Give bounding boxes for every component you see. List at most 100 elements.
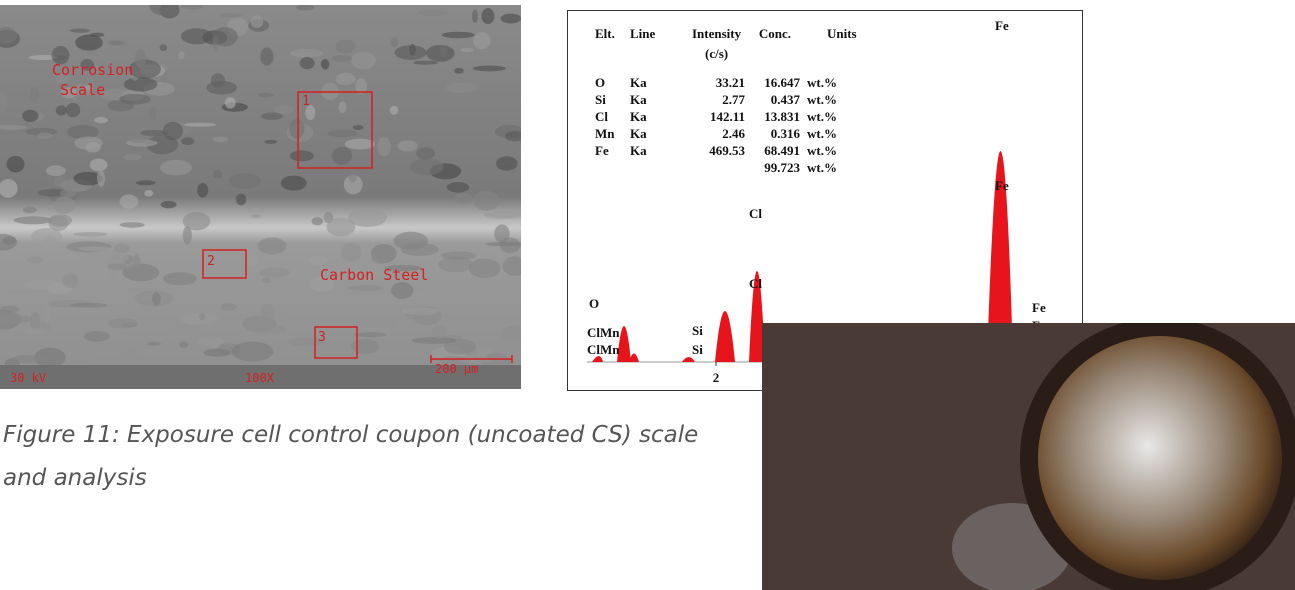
peak-label: Cl xyxy=(749,206,762,221)
region-label: 3 xyxy=(318,330,326,345)
texture-blob xyxy=(97,170,105,186)
peak-label: Si xyxy=(692,342,703,357)
texture-blob xyxy=(413,61,438,65)
texture-blob xyxy=(501,14,521,24)
table-cell: wt.% xyxy=(807,143,837,158)
texture-blob xyxy=(400,243,438,256)
table-cell: Fe xyxy=(595,143,609,158)
texture-blob xyxy=(70,29,90,33)
texture-blob xyxy=(78,246,114,250)
texture-blob xyxy=(312,217,324,225)
texture-blob xyxy=(432,325,448,338)
texture-blob xyxy=(147,342,161,346)
peak-label: ClMn xyxy=(587,325,620,340)
texture-blob xyxy=(163,272,197,285)
texture-blob xyxy=(163,122,183,140)
table-header-unit: (c/s) xyxy=(705,46,728,61)
texture-blob xyxy=(341,243,361,262)
table-cell: Mn xyxy=(595,126,615,141)
texture-blob xyxy=(60,189,77,197)
texture-blob xyxy=(473,32,490,49)
texture-blob xyxy=(262,277,271,283)
texture-blob xyxy=(213,136,229,142)
texture-blob xyxy=(6,156,24,173)
texture-blob xyxy=(473,65,506,71)
sem-voltage: 30 kV xyxy=(10,371,46,385)
table-cell: 469.53 xyxy=(709,143,745,158)
texture-blob xyxy=(120,194,139,208)
texture-blob xyxy=(3,289,35,295)
texture-blob xyxy=(327,130,357,137)
texture-blob xyxy=(135,49,146,68)
texture-blob xyxy=(472,10,478,23)
texture-blob xyxy=(184,123,216,127)
texture-blob xyxy=(251,15,264,28)
texture-blob xyxy=(129,135,149,144)
texture-blob xyxy=(336,73,356,85)
texture-blob xyxy=(46,165,66,176)
texture-blob xyxy=(136,180,156,185)
texture-blob xyxy=(67,125,99,139)
texture-blob xyxy=(30,87,39,101)
texture-blob xyxy=(347,285,384,290)
table-cell: 142.11 xyxy=(710,109,745,124)
texture-blob xyxy=(332,55,352,62)
table-cell: 2.46 xyxy=(722,126,745,141)
label: Corrosion xyxy=(52,61,133,79)
table-cell: 0.316 xyxy=(771,126,801,141)
texture-blob xyxy=(264,140,277,144)
table-cell: Ka xyxy=(630,92,647,107)
texture-blob xyxy=(48,214,72,226)
texture-blob xyxy=(70,303,107,308)
texture-blob xyxy=(391,37,399,47)
texture-blob xyxy=(332,147,352,165)
table-cell: wt.% xyxy=(807,126,837,141)
region-label: 2 xyxy=(207,254,215,269)
peak-label: O xyxy=(589,296,599,311)
texture-blob xyxy=(179,341,188,347)
texture-blob xyxy=(469,259,500,278)
texture-blob xyxy=(276,308,319,312)
texture-blob xyxy=(251,214,261,218)
texture-blob xyxy=(66,103,80,117)
texture-blob xyxy=(23,328,48,334)
sem-scale-label: 200 µm xyxy=(435,362,478,376)
texture-blob xyxy=(460,48,473,52)
texture-blob xyxy=(183,212,211,230)
texture-blob xyxy=(335,40,355,54)
texture-blob xyxy=(181,137,194,145)
table-cell: 16.647 xyxy=(764,75,800,90)
peak-label: ClMn xyxy=(587,342,620,357)
texture-blob xyxy=(144,190,153,197)
texture-blob xyxy=(84,331,110,342)
texture-blob xyxy=(351,339,379,354)
texture-blob xyxy=(160,44,168,51)
table-cell: Ka xyxy=(630,109,647,124)
texture-blob xyxy=(149,106,157,121)
texture-blob xyxy=(23,207,37,213)
texture-blob xyxy=(56,105,67,115)
table-cell: 13.831 xyxy=(764,109,800,124)
texture-blob xyxy=(229,173,261,189)
peak-label: Fe xyxy=(1032,300,1046,315)
texture-blob xyxy=(250,325,287,335)
texture-blob xyxy=(161,201,177,208)
texture-blob xyxy=(152,292,161,306)
table-total-unit: wt.% xyxy=(807,160,837,175)
table-cell: 68.491 xyxy=(764,143,800,158)
texture-blob xyxy=(259,267,289,277)
texture-blob xyxy=(258,93,273,97)
texture-blob xyxy=(281,176,307,191)
texture-blob xyxy=(447,182,470,193)
texture-blob xyxy=(351,52,375,70)
texture-blob xyxy=(412,337,457,344)
coupon-photo xyxy=(762,323,1295,590)
texture-blob xyxy=(181,28,213,44)
texture-blob xyxy=(416,147,435,159)
texture-blob xyxy=(0,306,20,312)
texture-blob xyxy=(73,232,108,236)
texture-blob xyxy=(261,112,283,119)
texture-blob xyxy=(54,197,76,214)
texture-blob xyxy=(398,140,418,151)
region-label: 1 xyxy=(302,94,310,109)
